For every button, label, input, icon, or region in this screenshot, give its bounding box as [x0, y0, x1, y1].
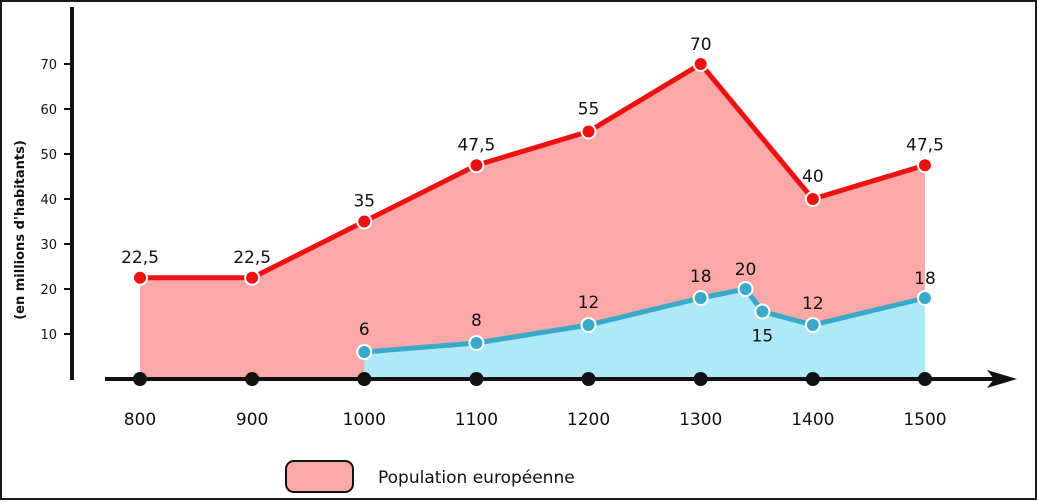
data-label: 6 — [359, 320, 370, 340]
y-tick-label: 30 — [40, 238, 57, 253]
legend-swatch — [285, 460, 354, 493]
data-point — [132, 269, 148, 286]
data-label: 70 — [690, 35, 712, 55]
x-tick-label: 1300 — [679, 410, 722, 430]
legend: Population européenne — [285, 460, 575, 493]
data-point — [692, 290, 709, 306]
data-label: 12 — [578, 293, 600, 313]
data-label: 47,5 — [457, 135, 495, 155]
x-tick-label: 800 — [124, 410, 156, 430]
data-point — [804, 317, 821, 333]
axis-markers-layer — [133, 372, 932, 386]
data-label: 22,5 — [233, 248, 271, 268]
data-point — [692, 56, 709, 72]
data-point — [356, 213, 373, 230]
lines-layer — [140, 61, 926, 355]
x-axis-marker — [469, 372, 484, 386]
x-axis-marker — [693, 372, 708, 386]
x-axis-arrowhead — [987, 370, 1017, 388]
data-label: 18 — [690, 267, 712, 287]
points-layer — [132, 56, 933, 360]
data-point — [580, 123, 597, 140]
x-tick-label: 900 — [236, 410, 268, 430]
x-axis-marker — [357, 372, 372, 386]
data-point — [754, 303, 771, 320]
y-tick-label: 20 — [40, 283, 57, 298]
data-point — [737, 281, 754, 297]
x-tick-label: 1000 — [343, 410, 386, 430]
x-axis-marker — [581, 372, 596, 386]
data-point — [356, 344, 373, 360]
x-tick-label: 1500 — [903, 410, 946, 430]
data-point — [804, 191, 821, 207]
x-axis-marker — [133, 372, 147, 386]
y-ticks-layer: 10 20 30 40 50 60 70 — [40, 58, 72, 343]
data-point — [580, 317, 597, 333]
x-ticks-layer: 800 900 1000 1100 1200 1300 1400 1500 — [124, 410, 947, 430]
x-tick-label: 1400 — [791, 410, 834, 430]
x-axis-marker — [245, 372, 260, 386]
legend-label: Population européenne — [378, 468, 575, 488]
data-labels-layer: 22,5 22,5 35 47,5 55 70 40 47,5 6 8 12 18 20 15 12 18 — [121, 35, 944, 347]
data-point — [468, 335, 485, 351]
data-point — [468, 157, 485, 174]
data-point — [916, 290, 933, 306]
data-label: 55 — [578, 100, 600, 120]
data-label: 40 — [802, 167, 824, 187]
data-label: 15 — [752, 327, 774, 347]
data-label: 47,5 — [906, 135, 944, 155]
data-point — [916, 157, 933, 174]
y-tick-label: 40 — [40, 193, 57, 208]
data-label: 8 — [471, 311, 482, 331]
data-label: 20 — [735, 260, 757, 280]
x-axis-marker — [917, 372, 932, 386]
data-label: 12 — [802, 294, 824, 314]
series-1-area — [364, 289, 925, 379]
data-label: 18 — [914, 269, 936, 289]
data-label: 22,5 — [121, 248, 159, 268]
y-tick-label: 50 — [40, 148, 57, 163]
y-tick-label: 10 — [40, 328, 57, 343]
x-tick-label: 1100 — [455, 410, 498, 430]
y-axis-title: (en millions d'habitants) — [13, 140, 28, 320]
data-point — [244, 269, 261, 286]
data-label: 35 — [353, 192, 375, 212]
series-0-line — [140, 61, 926, 281]
y-tick-label: 60 — [40, 103, 57, 118]
series-1-line — [364, 286, 926, 355]
x-axis-marker — [805, 372, 820, 386]
y-tick-label: 70 — [40, 58, 57, 73]
x-tick-label: 1200 — [567, 410, 610, 430]
areas-layer — [140, 64, 925, 379]
